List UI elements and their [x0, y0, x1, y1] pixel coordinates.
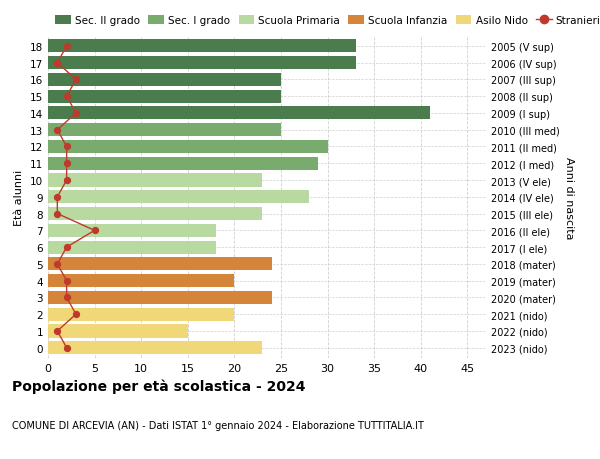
- Point: [62, 294, 71, 302]
- Legend: Sec. II grado, Sec. I grado, Scuola Primaria, Scuola Infanzia, Asilo Nido, Stran: Sec. II grado, Sec. I grado, Scuola Prim…: [53, 14, 600, 28]
- Bar: [48, 90, 281, 103]
- Point: [62, 160, 71, 168]
- Bar: [48, 258, 272, 271]
- Point: [71, 110, 81, 118]
- Point: [53, 261, 62, 268]
- Bar: [48, 291, 272, 304]
- Bar: [48, 40, 356, 53]
- Point: [62, 93, 71, 101]
- Point: [71, 311, 81, 318]
- Point: [53, 328, 62, 335]
- Bar: [48, 341, 262, 354]
- Bar: [48, 140, 328, 154]
- Text: COMUNE DI ARCEVIA (AN) - Dati ISTAT 1° gennaio 2024 - Elaborazione TUTTITALIA.IT: COMUNE DI ARCEVIA (AN) - Dati ISTAT 1° g…: [12, 420, 424, 430]
- Y-axis label: Età alunni: Età alunni: [14, 169, 25, 225]
- Point: [90, 227, 100, 235]
- Bar: [48, 191, 309, 204]
- Bar: [48, 308, 235, 321]
- Bar: [48, 224, 216, 237]
- Point: [62, 344, 71, 352]
- Point: [62, 277, 71, 285]
- Bar: [48, 241, 216, 254]
- Bar: [48, 274, 235, 288]
- Bar: [48, 74, 281, 87]
- Bar: [48, 157, 318, 170]
- Bar: [48, 57, 356, 70]
- Bar: [48, 124, 281, 137]
- Bar: [48, 207, 262, 221]
- Point: [62, 144, 71, 151]
- Bar: [48, 325, 188, 338]
- Y-axis label: Anni di nascita: Anni di nascita: [563, 156, 574, 239]
- Point: [62, 177, 71, 185]
- Point: [71, 77, 81, 84]
- Point: [62, 43, 71, 50]
- Point: [53, 127, 62, 134]
- Point: [62, 244, 71, 251]
- Point: [53, 210, 62, 218]
- Point: [53, 60, 62, 67]
- Bar: [48, 107, 430, 120]
- Text: Popolazione per età scolastica - 2024: Popolazione per età scolastica - 2024: [12, 379, 305, 393]
- Point: [53, 194, 62, 201]
- Bar: [48, 174, 262, 187]
